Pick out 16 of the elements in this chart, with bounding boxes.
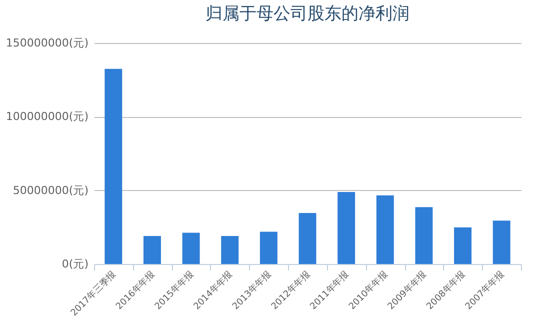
bar xyxy=(104,68,122,264)
bar xyxy=(338,192,356,264)
bar xyxy=(182,232,200,264)
y-tick-label: 0(元) xyxy=(62,258,88,270)
bar xyxy=(298,213,316,264)
bar xyxy=(221,236,239,264)
chart-title: 归属于母公司股东的净利润 xyxy=(206,4,410,24)
y-tick-label: 150000000(元) xyxy=(6,36,88,50)
bar xyxy=(415,207,433,264)
y-tick-label: 50000000(元) xyxy=(12,184,88,197)
bar xyxy=(454,227,472,264)
bar xyxy=(143,236,161,264)
y-tick-label: 100000000(元) xyxy=(6,110,88,124)
bar xyxy=(492,220,510,264)
bar xyxy=(376,195,394,264)
bar xyxy=(260,232,278,264)
